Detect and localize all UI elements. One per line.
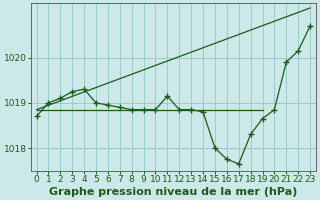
X-axis label: Graphe pression niveau de la mer (hPa): Graphe pression niveau de la mer (hPa) (49, 187, 298, 197)
